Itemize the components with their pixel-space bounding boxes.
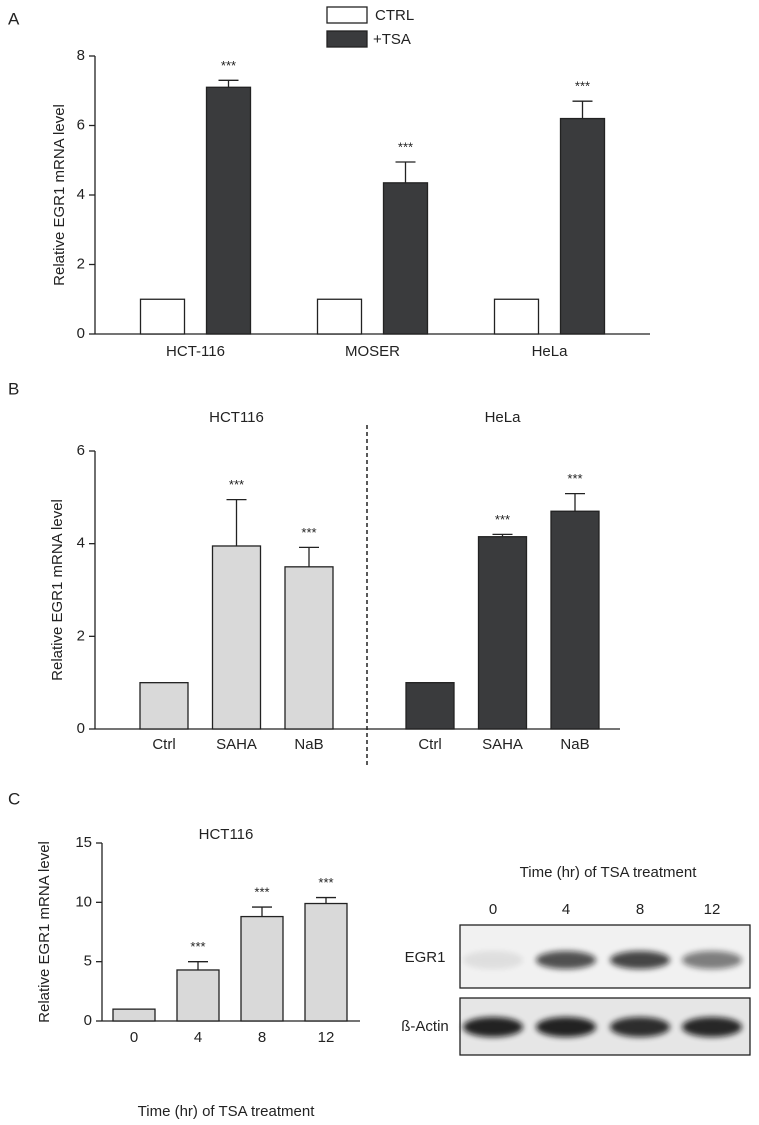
x-tick-label: 4	[194, 1029, 202, 1046]
x-tick-label: NaB	[294, 736, 323, 753]
blot-band	[682, 1017, 742, 1037]
annotation: ***	[495, 512, 510, 527]
y-tick-label: 0	[77, 720, 85, 737]
blot-band	[536, 1017, 596, 1037]
blot-band	[463, 1017, 523, 1037]
x-axis-label: Time (hr) of TSA treatment	[138, 1103, 316, 1120]
x-tick-label: HCT-116	[166, 343, 225, 360]
x-tick-label: 0	[130, 1029, 138, 1046]
bar	[240, 915, 284, 1022]
blot-title: Time (hr) of TSA treatment	[520, 864, 698, 881]
annotation: ***	[190, 939, 205, 954]
bar	[205, 86, 252, 335]
y-tick-label: 10	[75, 893, 92, 910]
bar	[559, 117, 606, 335]
annotation: ***	[221, 58, 236, 73]
y-tick-label: 8	[77, 47, 85, 64]
x-tick-label: MOSER	[345, 343, 400, 360]
x-tick-label: Ctrl	[418, 736, 441, 753]
bar	[477, 536, 528, 730]
y-axis-label: Relative EGR1 mRNA level	[51, 104, 68, 286]
bar	[211, 545, 262, 730]
legend-label: CTRL	[375, 7, 414, 24]
bar	[405, 682, 455, 730]
panel-label: A	[8, 9, 20, 28]
chart-title: HCT116	[199, 826, 254, 843]
bar	[139, 682, 189, 730]
y-axis-label: Relative EGR1 mRNA level	[49, 499, 66, 681]
y-tick-label: 6	[77, 442, 85, 459]
blot-band	[536, 951, 596, 969]
y-axis-label: Relative EGR1 mRNA level	[36, 841, 53, 1023]
y-tick-label: 4	[77, 186, 85, 203]
annotation: ***	[318, 875, 333, 890]
bar	[112, 1008, 156, 1022]
bar	[139, 298, 186, 335]
blot-band	[682, 951, 742, 969]
lane-label: 8	[636, 901, 644, 918]
lane-label: 0	[489, 901, 497, 918]
y-tick-label: 15	[75, 834, 92, 851]
legend-label: +TSA	[373, 31, 411, 48]
bar	[550, 510, 600, 730]
blot-band	[610, 951, 670, 969]
y-tick-label: 6	[77, 116, 85, 133]
legend-swatch	[326, 30, 368, 48]
panel-label: C	[8, 789, 20, 808]
x-tick-label: Ctrl	[152, 736, 175, 753]
annotation: ***	[254, 885, 269, 900]
group-title: HCT116	[209, 409, 264, 426]
blot-band	[610, 1017, 670, 1037]
bar	[284, 566, 334, 730]
legend-swatch	[326, 6, 368, 24]
annotation: ***	[567, 471, 582, 486]
bar	[382, 182, 429, 335]
y-tick-label: 2	[77, 255, 85, 272]
annotation: ***	[575, 79, 590, 94]
group-title: HeLa	[485, 409, 522, 426]
lane-label: 12	[704, 901, 721, 918]
annotation: ***	[398, 139, 413, 154]
bar	[316, 298, 363, 335]
panel-label: B	[8, 379, 19, 398]
y-tick-label: 5	[84, 953, 92, 970]
row-label: EGR1	[405, 949, 446, 966]
x-tick-label: 8	[258, 1029, 266, 1046]
blot-band	[463, 951, 523, 969]
bar	[176, 969, 220, 1022]
annotation: ***	[301, 525, 316, 540]
bar	[493, 298, 540, 335]
x-tick-label: SAHA	[216, 736, 257, 753]
x-tick-label: 12	[318, 1029, 335, 1046]
y-tick-label: 4	[77, 535, 85, 552]
annotation: ***	[229, 477, 244, 492]
y-tick-label: 2	[77, 627, 85, 644]
x-tick-label: SAHA	[482, 736, 523, 753]
row-label: ß-Actin	[401, 1018, 449, 1035]
bar	[304, 902, 348, 1022]
x-tick-label: HeLa	[532, 343, 569, 360]
lane-label: 4	[562, 901, 570, 918]
y-tick-label: 0	[84, 1012, 92, 1029]
x-tick-label: NaB	[560, 736, 589, 753]
y-tick-label: 0	[77, 325, 85, 342]
